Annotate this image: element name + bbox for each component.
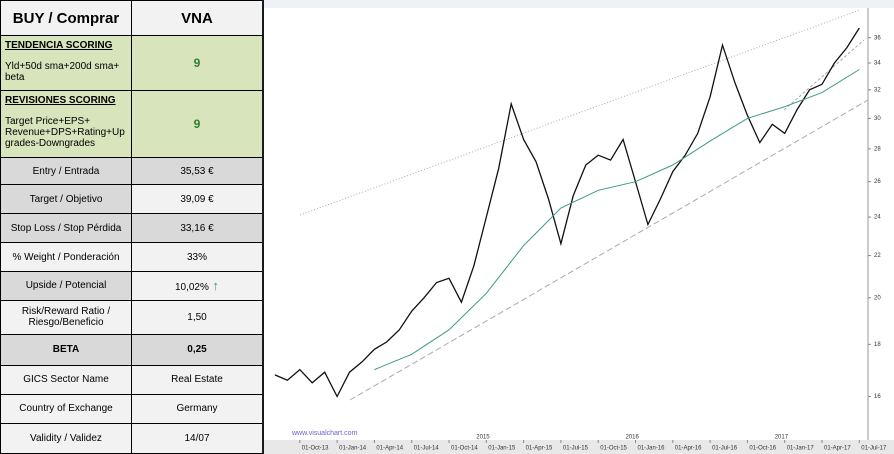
year-label: 2017 [775, 435, 789, 441]
table-row: REVISIONES SCORING Target Price+EPS+ Reve… [0, 90, 263, 159]
row-value: 0,25 [131, 333, 263, 366]
score-title: REVISIONES SCORING [5, 95, 116, 107]
year-label: 2016 [626, 435, 640, 441]
channel-upper [299, 9, 861, 216]
x-tick-label: 01-Apr-15 [526, 446, 553, 452]
y-tick-label: 34 [874, 61, 881, 67]
channel-inner [783, 39, 865, 111]
row-label: Stop Loss / Stop Pérdida [0, 213, 132, 244]
x-tick-label: 01-Oct-16 [749, 446, 776, 452]
row-value: 33,16 € [131, 213, 263, 244]
price-line [274, 27, 860, 398]
row-value: 1,50 [131, 299, 263, 335]
header-cell: VNA [131, 0, 263, 37]
row-value: Real Estate [131, 364, 263, 395]
x-tick-label: 01-Jan-15 [488, 446, 516, 452]
watermark: www.visualchart.com [291, 430, 358, 437]
y-tick-label: 28 [874, 146, 881, 152]
x-tick-label: 01-Jul-16 [712, 446, 738, 452]
table-row: Target / Objetivo 39,09 € [0, 184, 263, 215]
table-row: Validity / Validez 14/07 [0, 422, 263, 454]
x-tick-label: 01-Jul-17 [861, 446, 887, 452]
chart-bg [264, 0, 894, 454]
chart-header [264, 0, 894, 8]
row-value: 39,09 € [131, 184, 263, 215]
up-arrow: ↑ [208, 278, 220, 294]
row-label: GICS Sector Name [0, 364, 132, 395]
y-tick-label: 24 [874, 215, 881, 221]
score-title: TENDENCIA SCORING [5, 40, 113, 52]
chart: www.visualchart.com 16 18 20 22 24 26 28 30 32 34… [264, 0, 894, 454]
moving-average [374, 69, 860, 371]
x-tick-label: 01-Apr-14 [376, 446, 403, 452]
table-row: Upside / Potencial 10,02% ↑ [0, 270, 263, 301]
separator [262, 0, 265, 454]
y-tick-label: 26 [874, 179, 881, 185]
row-label: % Weight / Ponderación [0, 242, 132, 272]
table-row: TENDENCIA SCORING Yld+50d sma+200d sma+ b… [0, 35, 263, 92]
row-label: Target / Objetivo [0, 184, 132, 215]
table-row: Country of Exchange Germany [0, 393, 263, 424]
row-label: Validity / Validez [0, 422, 132, 454]
x-tick-label: 01-Apr-17 [824, 446, 851, 452]
x-tick-label: 01-Jul-14 [414, 446, 440, 452]
y-tick-label: 36 [874, 35, 881, 41]
score-label-cell: REVISIONES SCORING Target Price+EPS+ Reve… [0, 90, 132, 159]
table-row: Entry / Entrada 35,53 € [0, 157, 263, 186]
x-tick-label: 01-Oct-13 [302, 446, 329, 452]
row-value: Germany [131, 393, 263, 424]
score-value: 9 [131, 90, 263, 159]
score-value: 9 [131, 35, 263, 92]
x-tick-label: 01-Jul-15 [563, 446, 589, 452]
header-row: BUY / Comprar VNA [0, 0, 263, 37]
x-axis-band [264, 440, 894, 454]
row-label: Upside / Potencial [0, 270, 132, 301]
table-row: % Weight / Ponderación 33% [0, 242, 263, 272]
score-text: Yld+50d sma+200d sma+ beta [5, 61, 120, 84]
y-tick-label: 18 [874, 342, 881, 348]
header-cell: BUY / Comprar [0, 0, 132, 37]
table-row: Risk/Reward Ratio / Riesgo/Beneficio 1,50 [0, 299, 263, 335]
row-label: Entry / Entrada [0, 157, 132, 186]
y-tick-label: 22 [874, 253, 881, 259]
x-tick-label: 01-Oct-14 [451, 446, 478, 452]
x-tick-label: 01-Apr-16 [675, 446, 702, 452]
row-value: 33% [131, 242, 263, 272]
x-tick-label: 01-Jan-14 [339, 446, 367, 452]
y-tick-label: 16 [874, 394, 881, 400]
row-label: Country of Exchange [0, 393, 132, 424]
x-tick-label: 01-Jan-16 [638, 446, 666, 452]
y-tick-label: 30 [874, 116, 881, 122]
y-tick-label: 20 [874, 295, 881, 301]
row-value: 14/07 [131, 422, 263, 454]
channel-lower [349, 99, 869, 401]
row-label: Risk/Reward Ratio / Riesgo/Beneficio [0, 299, 132, 335]
table-row: GICS Sector Name Real Estate [0, 364, 263, 395]
x-tick-label: 01-Oct-15 [600, 446, 627, 452]
year-label: 2015 [476, 435, 490, 441]
y-tick-label: 32 [874, 87, 881, 93]
summary-table: BUY / Comprar VNA TENDENCIA SCORING Yld+50d… [0, 0, 263, 454]
score-label-cell: TENDENCIA SCORING Yld+50d sma+200d sma+ b… [0, 35, 132, 92]
table-row: BETA 0,25 [0, 333, 263, 366]
score-text: Target Price+EPS+ Revenue+DPS+Rating+Up … [5, 116, 125, 150]
row-value: 10,02% ↑ [131, 270, 263, 301]
row-value: 35,53 € [131, 157, 263, 186]
table-row: Stop Loss / Stop Pérdida 33,16 € [0, 213, 263, 244]
row-label: BETA [0, 333, 132, 366]
x-tick-label: 01-Jan-17 [787, 446, 815, 452]
